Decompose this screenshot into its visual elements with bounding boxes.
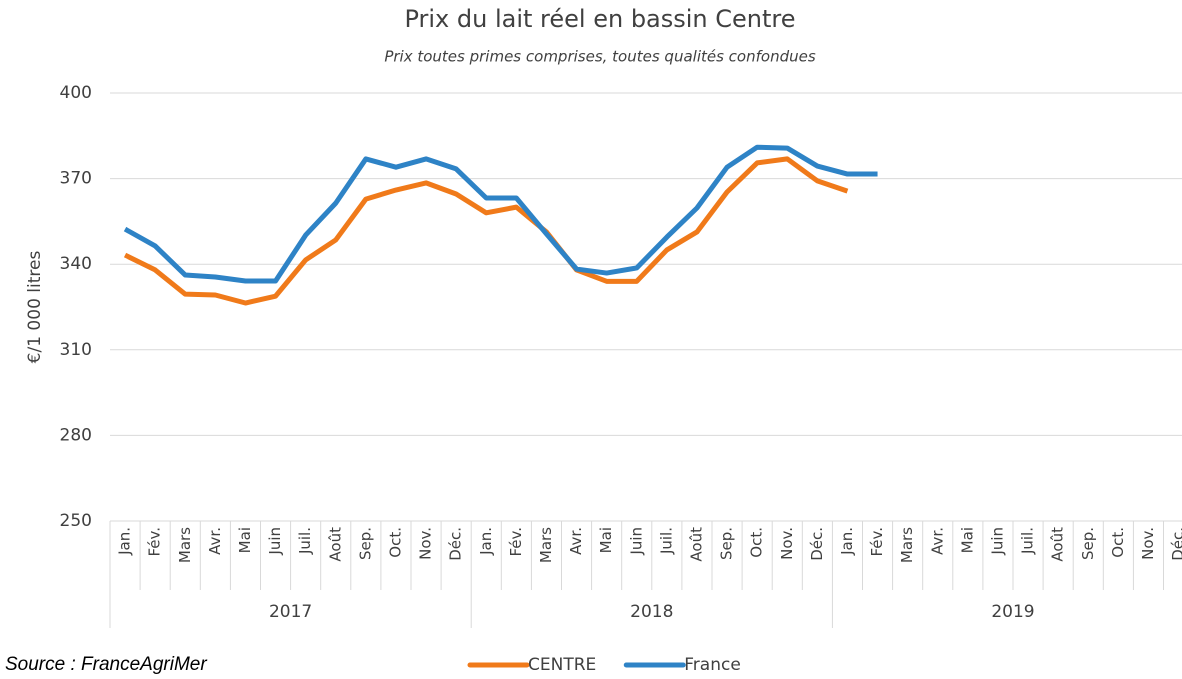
y-axis-label: €/1 000 litres — [25, 251, 45, 364]
x-tick-label: Nov. — [1139, 527, 1157, 560]
x-tick-label: Fév. — [146, 527, 164, 557]
x-tick-label: Mai — [236, 527, 254, 553]
x-tick-label: Nov. — [778, 527, 796, 560]
x-tick-label: Jan. — [116, 527, 134, 556]
x-tick-label: Oct. — [386, 527, 404, 558]
y-tick-label: 250 — [60, 511, 92, 531]
source: Source : FranceAgriMer — [5, 654, 207, 675]
x-tick-label: Mars — [898, 527, 916, 563]
x-tick-label: Juil. — [657, 527, 675, 555]
x-tick-label: Juil. — [1019, 527, 1037, 555]
x-tick-label: Sep. — [1079, 527, 1097, 560]
x-tick-label: Mars — [537, 527, 555, 563]
line-series — [123, 144, 878, 284]
x-tick-label: Jan. — [477, 527, 495, 556]
y-tick-label: 310 — [60, 340, 92, 360]
x-tick-label: Oct. — [748, 527, 766, 558]
x-tick-label: Juin — [266, 527, 284, 556]
chart-subtitle: Prix toutes primes comprises, toutes qua… — [384, 48, 816, 66]
x-tick-label: Avr. — [206, 527, 224, 555]
group-label: 2019 — [991, 602, 1034, 622]
group-label: 2018 — [630, 602, 673, 622]
x-tick-label: Avr. — [567, 527, 585, 555]
group-label: 2017 — [269, 602, 312, 622]
x-tick-label: Déc. — [447, 527, 465, 561]
x-tick-label: Juin — [988, 527, 1006, 556]
x-tick-label: Fév. — [507, 527, 525, 557]
x-tick-label: Août — [326, 527, 344, 562]
x-tick-label: Juil. — [296, 527, 314, 555]
chart-title: Prix du lait réel en bassin Centre — [404, 5, 795, 33]
x-tick-label: Mars — [176, 527, 194, 563]
x-tick-label: Jan. — [838, 527, 856, 556]
line-series — [123, 156, 849, 306]
x-tick-label: Sep. — [356, 527, 374, 560]
x-tick-label: Déc. — [1169, 527, 1182, 561]
y-tick-label: 280 — [60, 425, 92, 445]
x-tick-label: Avr. — [928, 527, 946, 555]
legend-label: CENTRE — [528, 655, 596, 675]
x-tick-label: Mai — [958, 527, 976, 553]
x-tick-label: Fév. — [868, 527, 886, 557]
x-tick-label: Juin — [627, 527, 645, 556]
x-tick-label: Août — [687, 527, 705, 562]
y-tick-label: 340 — [60, 254, 92, 274]
x-tick-label: Nov. — [417, 527, 435, 560]
x-tick-label: Déc. — [808, 527, 826, 561]
legend-label: France — [684, 655, 741, 675]
x-tick-label: Août — [1049, 527, 1067, 562]
x-tick-label: Oct. — [1109, 527, 1127, 558]
y-tick-label: 370 — [60, 169, 92, 189]
x-tick-label: Sep. — [718, 527, 736, 560]
y-tick-label: 400 — [60, 83, 92, 103]
x-tick-label: Mai — [597, 527, 615, 553]
